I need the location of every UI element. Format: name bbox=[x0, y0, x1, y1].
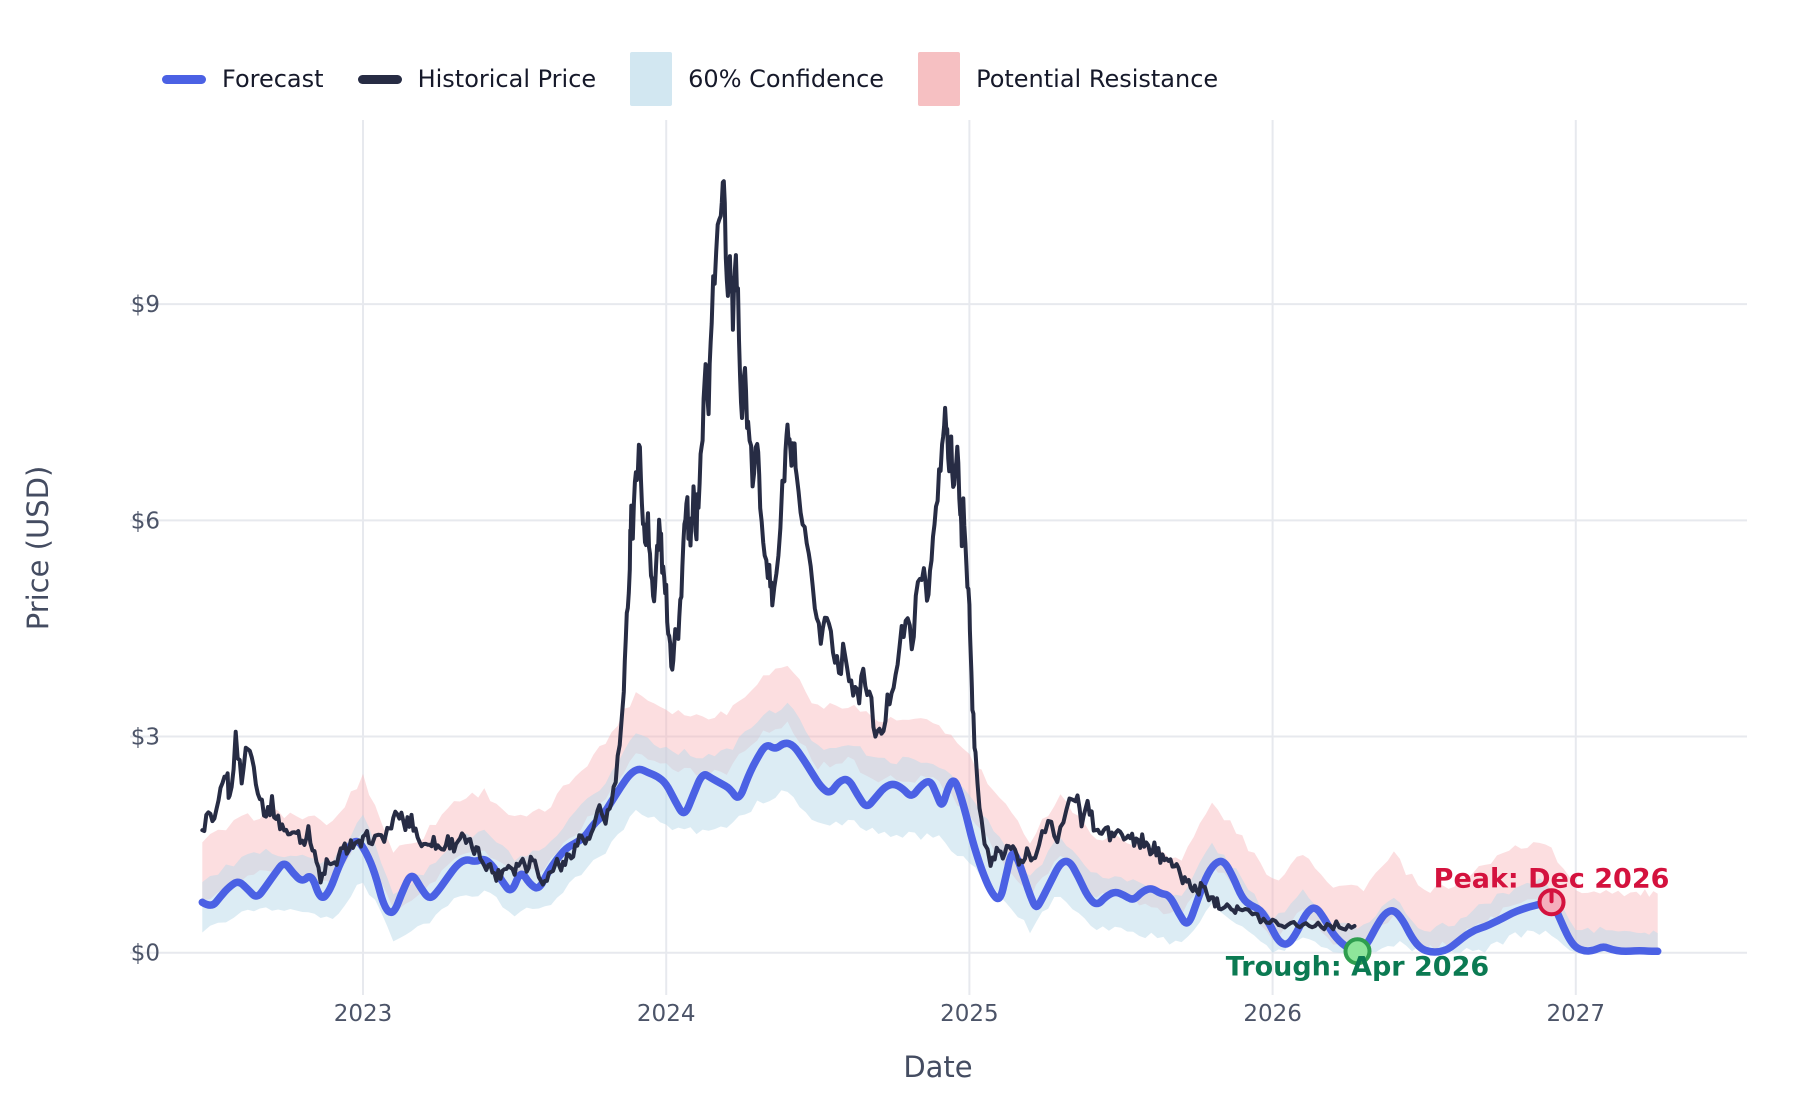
tick-labels: 2023 2024 2025 2026 2027 $0 $3 $6 $9 bbox=[131, 292, 1605, 1027]
legend-item-forecast[interactable]: Forecast bbox=[162, 65, 324, 93]
forecast-line bbox=[198, 739, 1662, 956]
annotations: Peak: Dec 2026 Trough: Apr 2026 bbox=[1226, 863, 1670, 982]
x-tick-label: 2023 bbox=[334, 1001, 393, 1027]
historical-line bbox=[200, 179, 1357, 932]
confidence-band bbox=[202, 702, 1658, 953]
trough-annotation-label: Trough: Apr 2026 bbox=[1226, 951, 1489, 982]
trough-marker bbox=[1343, 937, 1372, 966]
peak-annotation-label: Peak: Dec 2026 bbox=[1434, 863, 1670, 894]
legend: Forecast Historical Price 60% Confidence Po… bbox=[162, 44, 1218, 114]
legend-item-resistance[interactable]: Potential Resistance bbox=[918, 52, 1218, 106]
legend-item-confidence[interactable]: 60% Confidence bbox=[630, 52, 884, 106]
x-tick-label: 2026 bbox=[1243, 1001, 1302, 1027]
x-tick-label: 2027 bbox=[1547, 1001, 1606, 1027]
legend-label: Forecast bbox=[222, 65, 324, 93]
y-axis-title: Price (USD) bbox=[21, 466, 55, 631]
legend-label: Historical Price bbox=[417, 65, 597, 93]
legend-label: Potential Resistance bbox=[976, 65, 1219, 93]
series-lines bbox=[198, 179, 1662, 956]
y-tick-label: $9 bbox=[131, 292, 160, 318]
legend-swatch-confidence bbox=[630, 52, 673, 106]
legend-swatch-forecast bbox=[162, 74, 206, 84]
bands bbox=[202, 665, 1658, 953]
y-tick-label: $3 bbox=[131, 725, 160, 751]
x-tick-label: 2024 bbox=[637, 1001, 696, 1027]
x-tick-label: 2025 bbox=[940, 1001, 999, 1027]
legend-swatch-resistance bbox=[918, 52, 961, 106]
resistance-band bbox=[202, 665, 1658, 953]
gridlines bbox=[130, 120, 1747, 995]
x-axis-title: Date bbox=[903, 1050, 972, 1084]
legend-label: 60% Confidence bbox=[688, 65, 885, 93]
y-tick-label: $6 bbox=[131, 508, 160, 534]
y-tick-label: $0 bbox=[131, 941, 160, 967]
legend-item-historical-price[interactable]: Historical Price bbox=[357, 65, 597, 93]
legend-swatch-historical-price bbox=[357, 74, 402, 84]
